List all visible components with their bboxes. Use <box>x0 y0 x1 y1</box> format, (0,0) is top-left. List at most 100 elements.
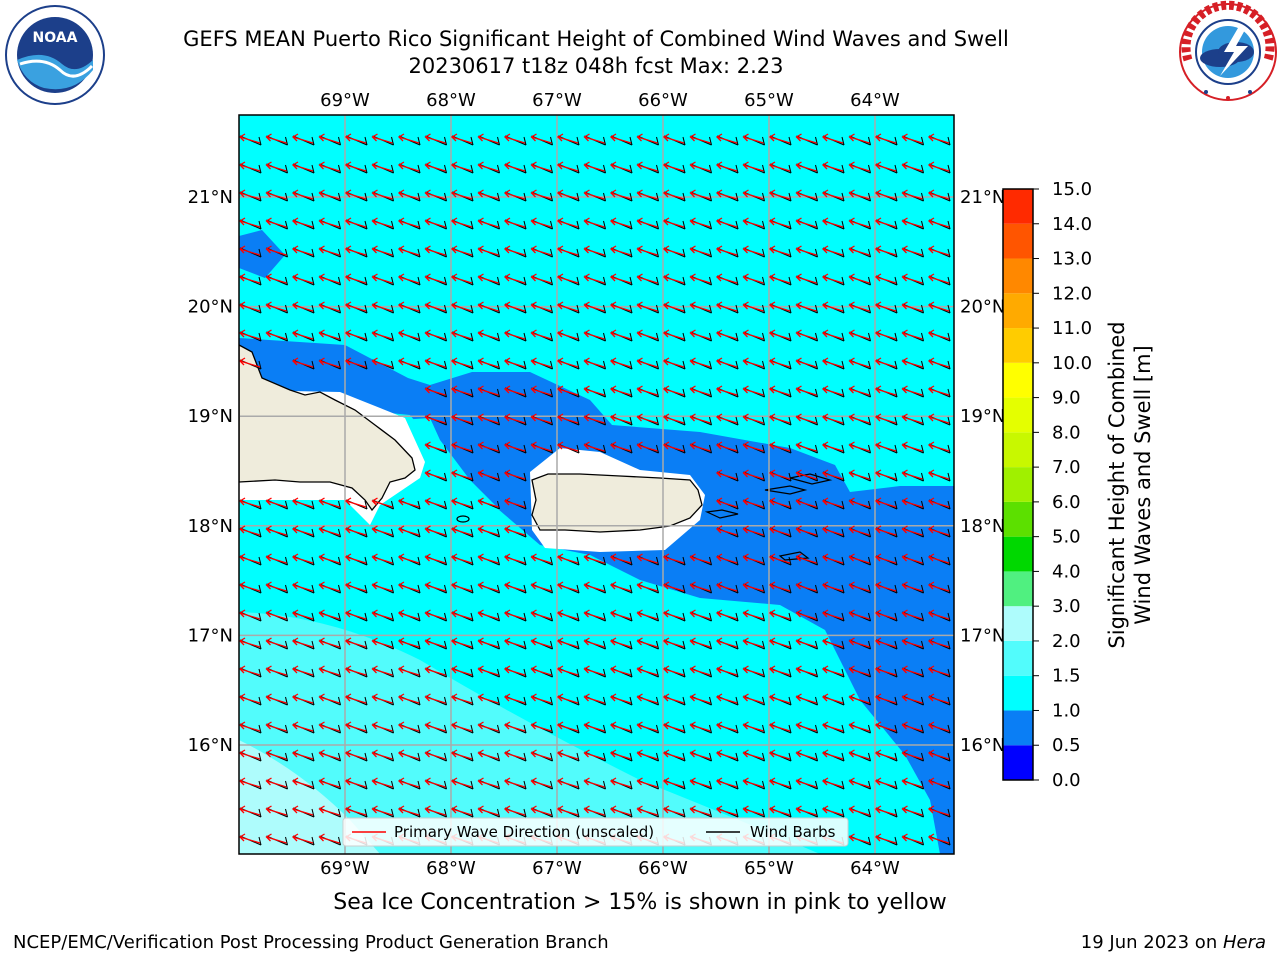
footer-date-text: 19 Jun 2023 on <box>1080 932 1223 953</box>
wave-direction-arrow <box>504 472 526 480</box>
wave-direction-arrow <box>557 220 579 228</box>
wave-height-field <box>239 115 954 854</box>
wind-barb-flag <box>391 528 394 538</box>
wave-direction-arrow <box>769 808 791 816</box>
wave-arrow-head <box>450 693 458 702</box>
wind-barb-flag <box>258 360 262 370</box>
wind-barb-flag <box>762 556 765 566</box>
wind-barb-flag <box>788 248 792 258</box>
wave-direction-arrow <box>372 752 393 760</box>
wind-barb-flag <box>523 780 527 790</box>
wave-arrow-head <box>874 161 882 170</box>
wind-barb-flag <box>682 220 686 230</box>
wave-direction-arrow <box>796 640 817 648</box>
wind-barb-flag <box>603 556 606 566</box>
wind-barb-flag <box>258 808 262 818</box>
wave-arrow-head <box>344 273 352 282</box>
wave-direction-arrow <box>637 444 658 452</box>
mona-island <box>456 515 470 523</box>
wave-arrow-head <box>742 217 749 226</box>
wind-barb-flag <box>921 136 924 146</box>
wind-barb-flag <box>338 220 341 230</box>
wave-arrow-head <box>742 637 749 646</box>
wave-arrow-head <box>556 133 564 142</box>
wave-direction-arrow <box>716 220 738 228</box>
wind-barb-flag <box>868 164 871 174</box>
wave-arrow-head <box>874 609 882 618</box>
wave-arrow-head <box>689 721 696 730</box>
wind-barb-flag <box>788 332 792 342</box>
wave-arrow-head <box>742 553 749 562</box>
wave-arrow-head <box>371 805 378 814</box>
wave-direction-arrow <box>796 752 817 760</box>
wind-barb-flag <box>894 164 898 174</box>
wind-barb-flag <box>841 136 845 146</box>
wave-direction-arrow <box>822 248 844 256</box>
wave-arrow-head <box>477 637 484 646</box>
wind-barb-flag <box>417 220 421 230</box>
wind-barb-flag <box>788 220 792 230</box>
wave-arrow-head <box>715 357 723 366</box>
lat-tick-label: 16°N <box>960 735 1005 756</box>
wave-arrow-head <box>901 273 908 282</box>
wave-arrow-head <box>265 721 272 730</box>
wind-barb-flag <box>550 416 553 426</box>
wave-direction-arrow <box>875 276 897 284</box>
wave-direction-arrow <box>796 528 817 536</box>
wind-barb-flag <box>682 584 686 594</box>
wind-barb-flag <box>603 136 606 146</box>
wave-direction-arrow <box>504 556 526 564</box>
wind-barb-flag <box>603 752 606 762</box>
wave-direction-arrow <box>610 360 632 368</box>
wave-direction-arrow <box>557 696 579 704</box>
wave-direction-arrow <box>875 836 897 844</box>
wave-direction-arrow <box>531 136 552 144</box>
wave-direction-arrow <box>849 388 870 396</box>
wave-arrow-head <box>239 273 246 282</box>
colorbar-tick-label: 1.0 <box>1052 700 1081 721</box>
wave-direction-arrow <box>663 444 685 452</box>
wind-barb-flag <box>841 248 845 258</box>
wave-arrow-head <box>715 721 723 730</box>
wind-barb-flag <box>735 752 739 762</box>
lat-tick-label: 19°N <box>188 406 233 427</box>
wind-barb-flag <box>550 780 553 790</box>
wave-direction-arrow <box>822 584 844 592</box>
wave-arrow-head <box>848 469 855 478</box>
wave-direction-arrow <box>928 304 950 312</box>
wave-direction-arrow <box>663 388 685 396</box>
wind-barb-flag <box>947 472 951 482</box>
wind-barb-flag <box>629 584 633 594</box>
wave-direction-arrow <box>875 416 897 424</box>
wave-direction-arrow <box>584 332 605 340</box>
wave-arrow-head <box>424 805 431 814</box>
wave-arrow-head <box>291 245 299 254</box>
wave-arrow-head <box>291 805 299 814</box>
wave-arrow-head <box>344 245 352 254</box>
lon-tick-label: 68°W <box>426 90 476 111</box>
wave-arrow-head <box>795 637 802 646</box>
wave-direction-arrow <box>716 472 738 480</box>
wave-arrow-head <box>265 749 272 758</box>
wind-barb-flag <box>311 164 315 174</box>
wind-barb-flag <box>921 360 924 370</box>
wave-arrow-head <box>636 189 643 198</box>
wave-direction-arrow <box>769 276 791 284</box>
wave-arrow-head <box>318 301 325 310</box>
wave-direction-arrow <box>849 164 870 172</box>
wave-arrow-head <box>927 497 935 506</box>
wind-barb-flag <box>868 500 871 510</box>
wind-barb-flag <box>603 584 606 594</box>
wind-barb-flag <box>656 304 659 314</box>
wave-arrow-head <box>265 693 272 702</box>
wave-arrow-head <box>662 133 670 142</box>
wave-direction-arrow <box>451 668 473 676</box>
wave-direction-arrow <box>478 696 499 704</box>
wave-direction-arrow <box>637 192 658 200</box>
wave-arrow-head <box>689 665 696 674</box>
wave-direction-arrow <box>637 640 658 648</box>
wave-direction-arrow <box>451 332 473 340</box>
wind-barb-flag <box>841 696 845 706</box>
wave-arrow-head <box>848 525 855 534</box>
wave-direction-arrow <box>743 696 764 704</box>
